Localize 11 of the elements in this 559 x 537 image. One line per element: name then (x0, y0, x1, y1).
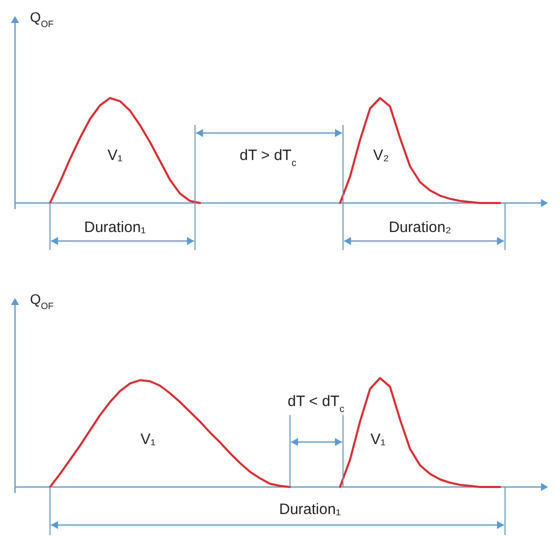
y-axis-title: Q$_{OF}$ (30, 291, 54, 311)
text: Duration₁ (84, 219, 146, 236)
annotation: V₂ (373, 147, 390, 164)
annotation: dT < dT$_{c}$ (288, 393, 344, 414)
text: Duration₁ (279, 501, 341, 518)
text: Duration₂ (388, 219, 452, 236)
y-axis-title: Q$_{OF}$ (30, 9, 54, 29)
annotation: V₁ (370, 431, 386, 448)
annotation: dT > dT$_{c}$ (240, 147, 296, 168)
annotation: V₁ (107, 147, 123, 164)
annotation: V₁ (140, 431, 156, 448)
